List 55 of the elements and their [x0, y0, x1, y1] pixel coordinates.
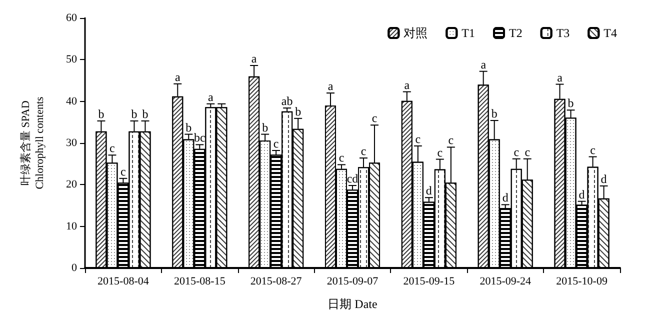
data-label: cd [346, 172, 358, 186]
data-label: b [491, 106, 498, 120]
data-label: b [262, 120, 268, 134]
data-label: c [437, 145, 443, 160]
y-tick-label: 0 [72, 262, 78, 274]
data-label: a [328, 79, 334, 93]
data-label: d [578, 187, 585, 202]
x-tick-label: 2015-08-15 [174, 276, 226, 288]
data-label: b [131, 106, 138, 121]
legend-label: T3 [556, 26, 570, 40]
y-tick-label: 50 [66, 54, 78, 66]
y-axis-title: 叶绿素含量 SPAD Chlorophyll contents [19, 96, 46, 190]
x-tick-label: 2015-09-15 [403, 276, 456, 288]
data-label: b [295, 104, 302, 118]
x-tick-label: 2015-08-27 [250, 276, 302, 288]
data-label: d [502, 190, 508, 205]
legend-label: T2 [509, 26, 522, 40]
data-label: d [426, 184, 432, 198]
legend-label: 对照 [404, 26, 428, 40]
data-label: ab [281, 94, 293, 108]
data-label: bc [194, 130, 206, 145]
data-label: a [404, 78, 410, 92]
legend-label: T1 [462, 26, 476, 40]
data-label: c [360, 144, 366, 158]
data-label: b [98, 106, 104, 121]
data-label: b [186, 120, 192, 134]
data-label: c [524, 144, 530, 159]
data-label: c [120, 164, 126, 178]
data-label: c [273, 136, 279, 150]
y-tick-label: 20 [66, 178, 78, 191]
data-label: b [568, 96, 574, 110]
data-label: c [415, 132, 421, 146]
y-tick-label: 40 [66, 95, 78, 108]
data-label: a [480, 57, 487, 72]
legend-label: T4 [604, 26, 618, 40]
data-label: c [110, 141, 115, 156]
data-label: c [372, 111, 378, 126]
x-tick-label: 2015-08-04 [98, 276, 150, 288]
data-label: c [338, 150, 344, 165]
data-label: d [600, 172, 607, 186]
data-label: b [142, 106, 148, 121]
y-tick-label: 30 [66, 137, 78, 149]
data-label: a [557, 70, 564, 84]
data-label: c [514, 144, 520, 159]
y-tick-label: 60 [66, 12, 78, 24]
data-label: c [590, 142, 596, 157]
data-label: a [208, 90, 214, 104]
data-label: a [251, 52, 258, 66]
y-tick-label: 10 [66, 220, 78, 232]
x-axis-title: 日期 Date [328, 297, 378, 311]
data-label: a [174, 70, 181, 84]
x-tick-label: 2015-10-09 [556, 276, 608, 288]
data-label: c [448, 133, 454, 148]
x-tick-label: 2015-09-24 [480, 276, 532, 288]
x-tick-label: 2015-09-07 [326, 276, 379, 288]
